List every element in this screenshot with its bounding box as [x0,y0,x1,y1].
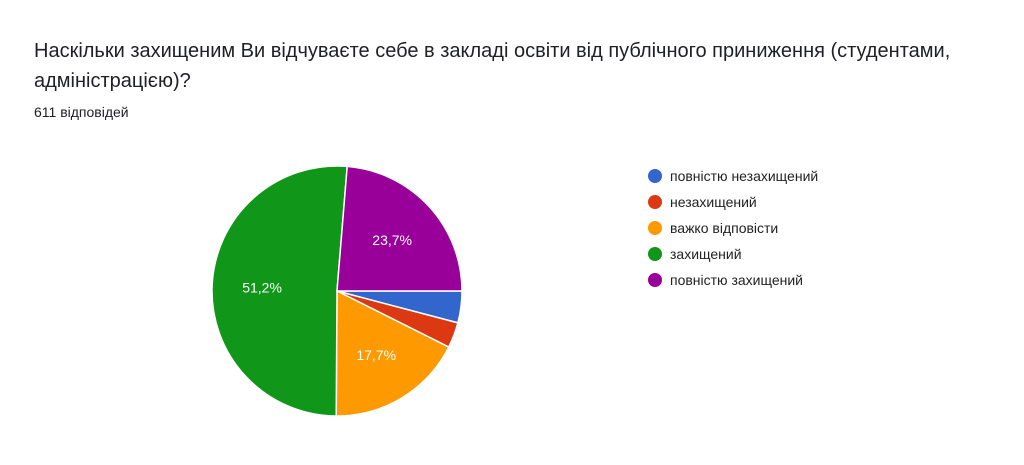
legend-dot-icon [648,247,662,261]
pie-slice-4 [336,165,463,292]
legend-label: повністю захищений [670,272,803,288]
legend-label: важко відповісти [670,220,779,236]
legend-dot-icon [648,195,662,209]
legend-item: захищений [648,241,818,267]
legend: повністю незахищений незахищений важко від… [648,163,818,293]
legend-label: незахищений [670,194,757,210]
legend-item: повністю незахищений [648,163,818,189]
question-title: Наскільки захищеним Ви відчуваєте себе в… [34,40,951,92]
pie-slice-2 [335,289,450,417]
legend-dot-icon [648,221,662,235]
legend-item: незахищений [648,189,818,215]
response-count: 611 відповідей [34,104,129,120]
legend-label: повністю незахищений [670,168,819,184]
legend-dot-icon [648,273,662,287]
legend-dot-icon [648,169,662,183]
slice-label: 51,2% [242,280,282,296]
legend-item: повністю захищений [648,267,818,293]
slice-label: 23,7% [372,232,412,248]
pie-slice-3 [211,165,349,417]
legend-item: важко відповісти [648,215,818,241]
legend-label: захищений [670,246,742,262]
slice-label: 17,7% [356,347,396,363]
